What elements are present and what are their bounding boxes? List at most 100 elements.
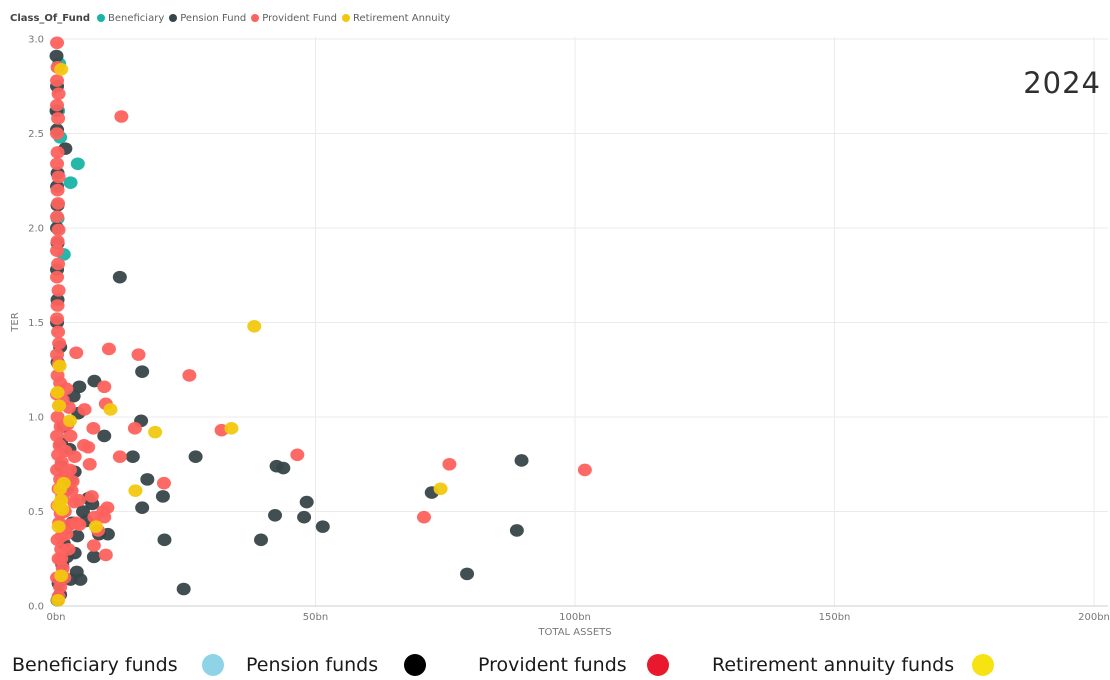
point-provident-fund[interactable] xyxy=(290,448,305,462)
point-pension-fund[interactable] xyxy=(70,529,85,543)
point-provident-fund[interactable] xyxy=(51,197,66,210)
point-provident-fund[interactable] xyxy=(182,369,197,382)
point-beneficiary[interactable] xyxy=(70,157,85,171)
point-retirement-annuity[interactable] xyxy=(128,484,143,498)
legend-item-provident-fund[interactable]: Provident Fund xyxy=(251,13,337,24)
point-pension-fund[interactable] xyxy=(176,582,191,596)
point-provident-fund[interactable] xyxy=(51,170,66,184)
point-provident-fund[interactable] xyxy=(50,36,65,50)
point-provident-fund[interactable] xyxy=(69,346,84,360)
point-provident-fund[interactable] xyxy=(51,112,66,125)
point-pension-fund[interactable] xyxy=(75,505,90,518)
point-provident-fund[interactable] xyxy=(50,312,65,326)
point-pension-fund[interactable] xyxy=(73,573,88,586)
point-provident-fund[interactable] xyxy=(52,336,67,350)
point-provident-fund[interactable] xyxy=(72,518,87,532)
point-provident-fund[interactable] xyxy=(97,510,112,524)
point-provident-fund[interactable] xyxy=(50,146,65,159)
point-provident-fund[interactable] xyxy=(67,495,82,509)
point-provident-fund[interactable] xyxy=(50,299,65,312)
point-provident-fund[interactable] xyxy=(112,450,127,463)
point-provident-fund[interactable] xyxy=(127,422,142,435)
point-provident-fund[interactable] xyxy=(50,98,65,112)
point-pension-fund[interactable] xyxy=(254,533,269,547)
point-provident-fund[interactable] xyxy=(87,510,102,524)
point-retirement-annuity[interactable] xyxy=(54,569,69,583)
point-retirement-annuity[interactable] xyxy=(224,422,239,435)
point-pension-fund[interactable] xyxy=(112,270,127,284)
point-pension-fund[interactable] xyxy=(514,454,529,467)
point-provident-fund[interactable] xyxy=(51,284,66,297)
point-retirement-annuity[interactable] xyxy=(433,482,448,496)
point-provident-fund[interactable] xyxy=(50,183,65,197)
point-retirement-annuity[interactable] xyxy=(52,359,67,373)
point-provident-fund[interactable] xyxy=(86,539,101,552)
point-pension-fund[interactable] xyxy=(155,490,170,503)
point-provident-fund[interactable] xyxy=(61,543,76,556)
point-retirement-annuity[interactable] xyxy=(50,386,65,399)
point-provident-fund[interactable] xyxy=(50,270,65,284)
point-provident-fund[interactable] xyxy=(86,422,101,435)
point-provident-fund[interactable] xyxy=(82,457,97,471)
point-provident-fund[interactable] xyxy=(81,440,96,454)
point-provident-fund[interactable] xyxy=(51,325,66,339)
point-pension-fund[interactable] xyxy=(315,520,330,533)
point-provident-fund[interactable] xyxy=(53,580,68,594)
point-provident-fund[interactable] xyxy=(101,342,116,356)
point-pension-fund[interactable] xyxy=(509,524,524,537)
point-provident-fund[interactable] xyxy=(156,476,171,490)
point-pension-fund[interactable] xyxy=(86,550,101,564)
point-retirement-annuity[interactable] xyxy=(54,62,69,76)
point-pension-fund[interactable] xyxy=(299,495,314,509)
point-provident-fund[interactable] xyxy=(51,223,66,237)
point-provident-fund[interactable] xyxy=(50,157,65,171)
point-retirement-annuity[interactable] xyxy=(63,414,78,428)
point-pension-fund[interactable] xyxy=(297,510,312,524)
point-retirement-annuity[interactable] xyxy=(52,399,67,412)
point-provident-fund[interactable] xyxy=(50,410,65,424)
point-provident-fund[interactable] xyxy=(114,110,129,123)
point-retirement-annuity[interactable] xyxy=(55,503,70,516)
point-retirement-annuity[interactable] xyxy=(247,319,262,333)
point-pension-fund[interactable] xyxy=(460,567,475,581)
point-pension-fund[interactable] xyxy=(140,473,155,486)
point-pension-fund[interactable] xyxy=(276,461,291,475)
point-provident-fund[interactable] xyxy=(50,74,65,87)
point-retirement-annuity[interactable] xyxy=(51,594,66,607)
point-retirement-annuity[interactable] xyxy=(56,476,71,490)
point-pension-fund[interactable] xyxy=(157,533,172,547)
point-provident-fund[interactable] xyxy=(442,457,457,471)
point-provident-fund[interactable] xyxy=(50,429,65,443)
point-pension-fund[interactable] xyxy=(135,501,150,515)
point-provident-fund[interactable] xyxy=(63,429,78,443)
point-provident-fund[interactable] xyxy=(50,348,65,361)
point-retirement-annuity[interactable] xyxy=(88,520,103,533)
point-pension-fund[interactable] xyxy=(49,49,64,63)
point-provident-fund[interactable] xyxy=(577,463,592,477)
point-pension-fund[interactable] xyxy=(125,450,140,463)
point-pension-fund[interactable] xyxy=(268,508,283,522)
point-provident-fund[interactable] xyxy=(416,510,431,524)
point-retirement-annuity[interactable] xyxy=(103,403,118,416)
point-provident-fund[interactable] xyxy=(50,127,65,140)
point-retirement-annuity[interactable] xyxy=(148,425,163,439)
point-provident-fund[interactable] xyxy=(51,257,66,271)
point-pension-fund[interactable] xyxy=(72,380,87,394)
point-pension-fund[interactable] xyxy=(188,450,203,463)
point-provident-fund[interactable] xyxy=(54,552,69,566)
point-provident-fund[interactable] xyxy=(58,444,73,458)
point-provident-fund[interactable] xyxy=(50,210,65,223)
point-provident-fund[interactable] xyxy=(84,490,99,503)
legend-item-retirement-annuity[interactable]: Retirement Annuity xyxy=(342,13,450,24)
point-provident-fund[interactable] xyxy=(63,463,78,477)
point-provident-fund[interactable] xyxy=(51,87,66,101)
point-retirement-annuity[interactable] xyxy=(51,520,66,533)
point-provident-fund[interactable] xyxy=(98,548,113,562)
legend-item-beneficiary[interactable]: Beneficiary xyxy=(97,13,164,24)
legend-item-pension-fund[interactable]: Pension Fund xyxy=(169,13,246,24)
point-provident-fund[interactable] xyxy=(131,348,146,361)
point-provident-fund[interactable] xyxy=(77,403,92,416)
point-pension-fund[interactable] xyxy=(135,365,150,378)
point-provident-fund[interactable] xyxy=(50,234,65,248)
point-provident-fund[interactable] xyxy=(97,380,112,394)
